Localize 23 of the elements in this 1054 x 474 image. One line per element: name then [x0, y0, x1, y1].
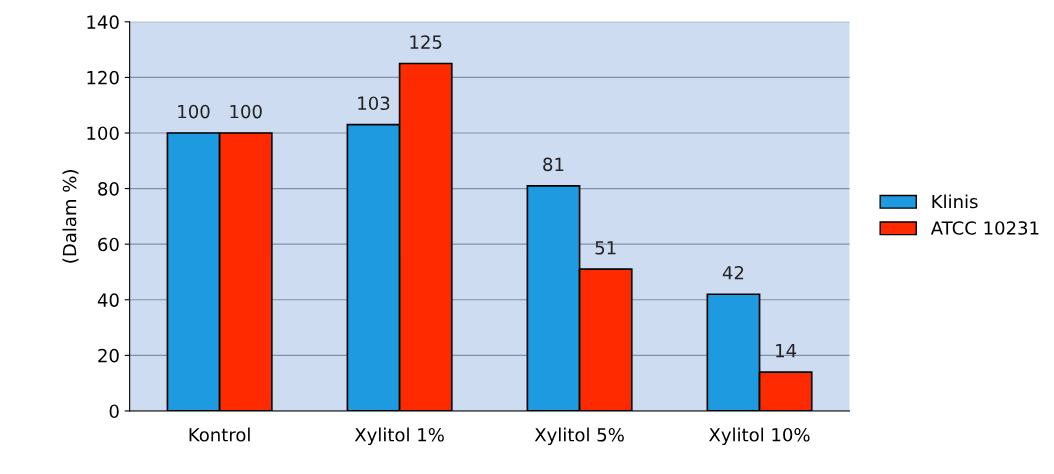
- data-label: 100: [230, 104, 262, 119]
- y-tick-label: 100: [87, 126, 119, 141]
- y-tick-label: 60: [98, 237, 119, 252]
- data-label: 81: [543, 157, 564, 172]
- data-label: 103: [358, 96, 390, 111]
- data-label: 100: [178, 104, 210, 119]
- y-tick-label: 20: [98, 348, 119, 363]
- y-axis-title: (Dalam %): [62, 170, 79, 263]
- y-tick-label: 40: [97, 293, 119, 307]
- y-tick-label: 0: [109, 404, 119, 419]
- data-label: 125: [410, 35, 442, 49]
- x-tick-label: Xylitol 10%: [709, 427, 810, 446]
- data-label: 42: [722, 265, 744, 280]
- x-tick-label: Xylitol 1%: [354, 427, 444, 446]
- data-label: 14: [776, 344, 797, 358]
- legend-label: Klinis: [932, 194, 978, 209]
- x-tick-label: Kontrol: [189, 427, 250, 442]
- y-tick-label: 140: [87, 15, 119, 29]
- y-tick-label: 80: [98, 182, 119, 196]
- y-tick-label: 120: [87, 70, 119, 85]
- legend-label: ATCC 10231: [930, 221, 1039, 235]
- data-label: 51: [595, 241, 616, 255]
- x-tick-label: Xylitol 5%: [534, 427, 624, 446]
